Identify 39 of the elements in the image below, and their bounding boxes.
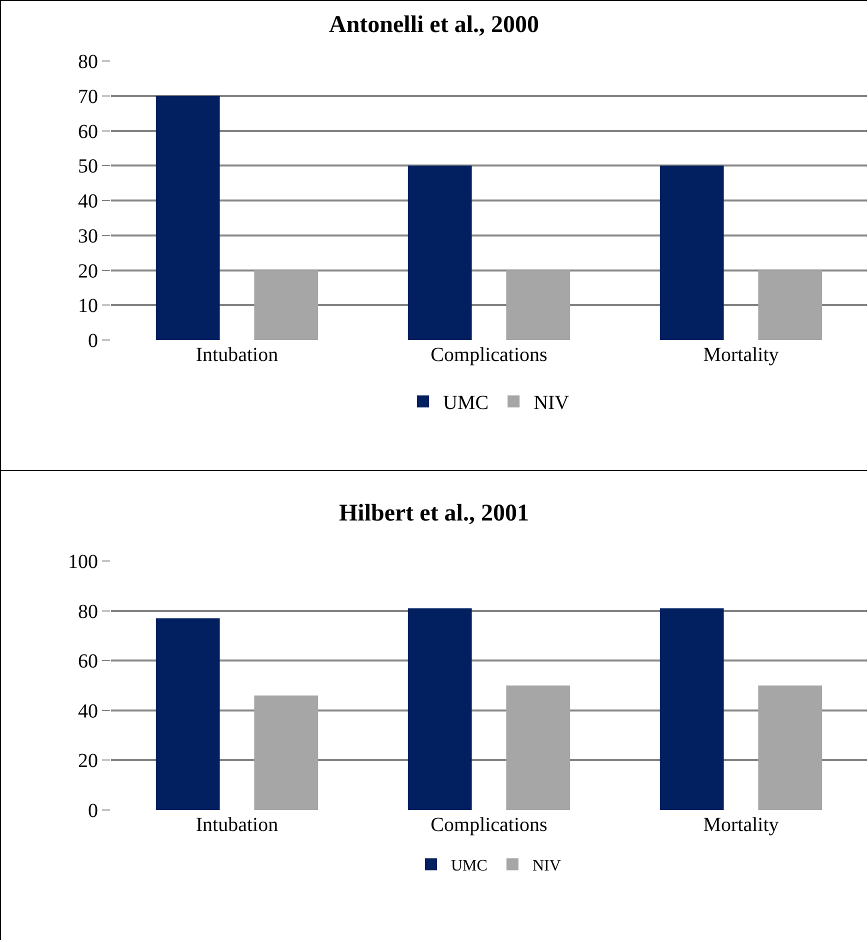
y-tick-label: 100 — [68, 551, 98, 573]
bar — [156, 618, 220, 810]
legend-label: UMC — [451, 857, 488, 874]
x-tick-label: Mortality — [703, 814, 779, 836]
bar — [660, 608, 724, 810]
legend-label: UMC — [443, 392, 489, 414]
y-tick-label: 0 — [88, 330, 98, 352]
y-tick-label: 30 — [78, 225, 98, 248]
bar — [156, 96, 220, 340]
y-tick-label: 20 — [78, 260, 98, 282]
bar — [408, 608, 472, 810]
y-tick-label: 80 — [78, 51, 98, 73]
y-tick-label: 10 — [78, 295, 98, 318]
bar — [758, 270, 822, 340]
y-tick-label: 60 — [78, 650, 98, 673]
x-tick-label: Mortality — [703, 344, 779, 366]
x-tick-label: Complications — [430, 344, 548, 366]
legend-label: NIV — [534, 392, 570, 414]
chart-title: Hilbert et al., 2001 — [339, 500, 529, 527]
y-tick-label: 50 — [78, 156, 98, 178]
bar — [254, 270, 318, 340]
y-tick-label: 80 — [78, 600, 98, 623]
legend-label: NIV — [532, 857, 562, 874]
y-tick-label: 0 — [88, 800, 98, 822]
bar — [506, 270, 570, 340]
bar — [758, 686, 822, 810]
bar — [506, 686, 570, 810]
y-tick-label: 70 — [78, 86, 98, 108]
y-tick-label: 20 — [78, 750, 98, 772]
y-tick-label: 40 — [78, 190, 98, 212]
x-tick-label: Intubation — [196, 814, 278, 836]
x-tick-label: Intubation — [196, 344, 278, 366]
x-tick-label: Complications — [430, 814, 548, 836]
bar — [408, 166, 472, 340]
chart-title: Antonelli et al., 2000 — [329, 12, 539, 38]
y-tick-label: 60 — [78, 120, 98, 143]
bar — [660, 166, 724, 340]
y-tick-label: 40 — [78, 700, 98, 722]
bar — [254, 695, 318, 810]
